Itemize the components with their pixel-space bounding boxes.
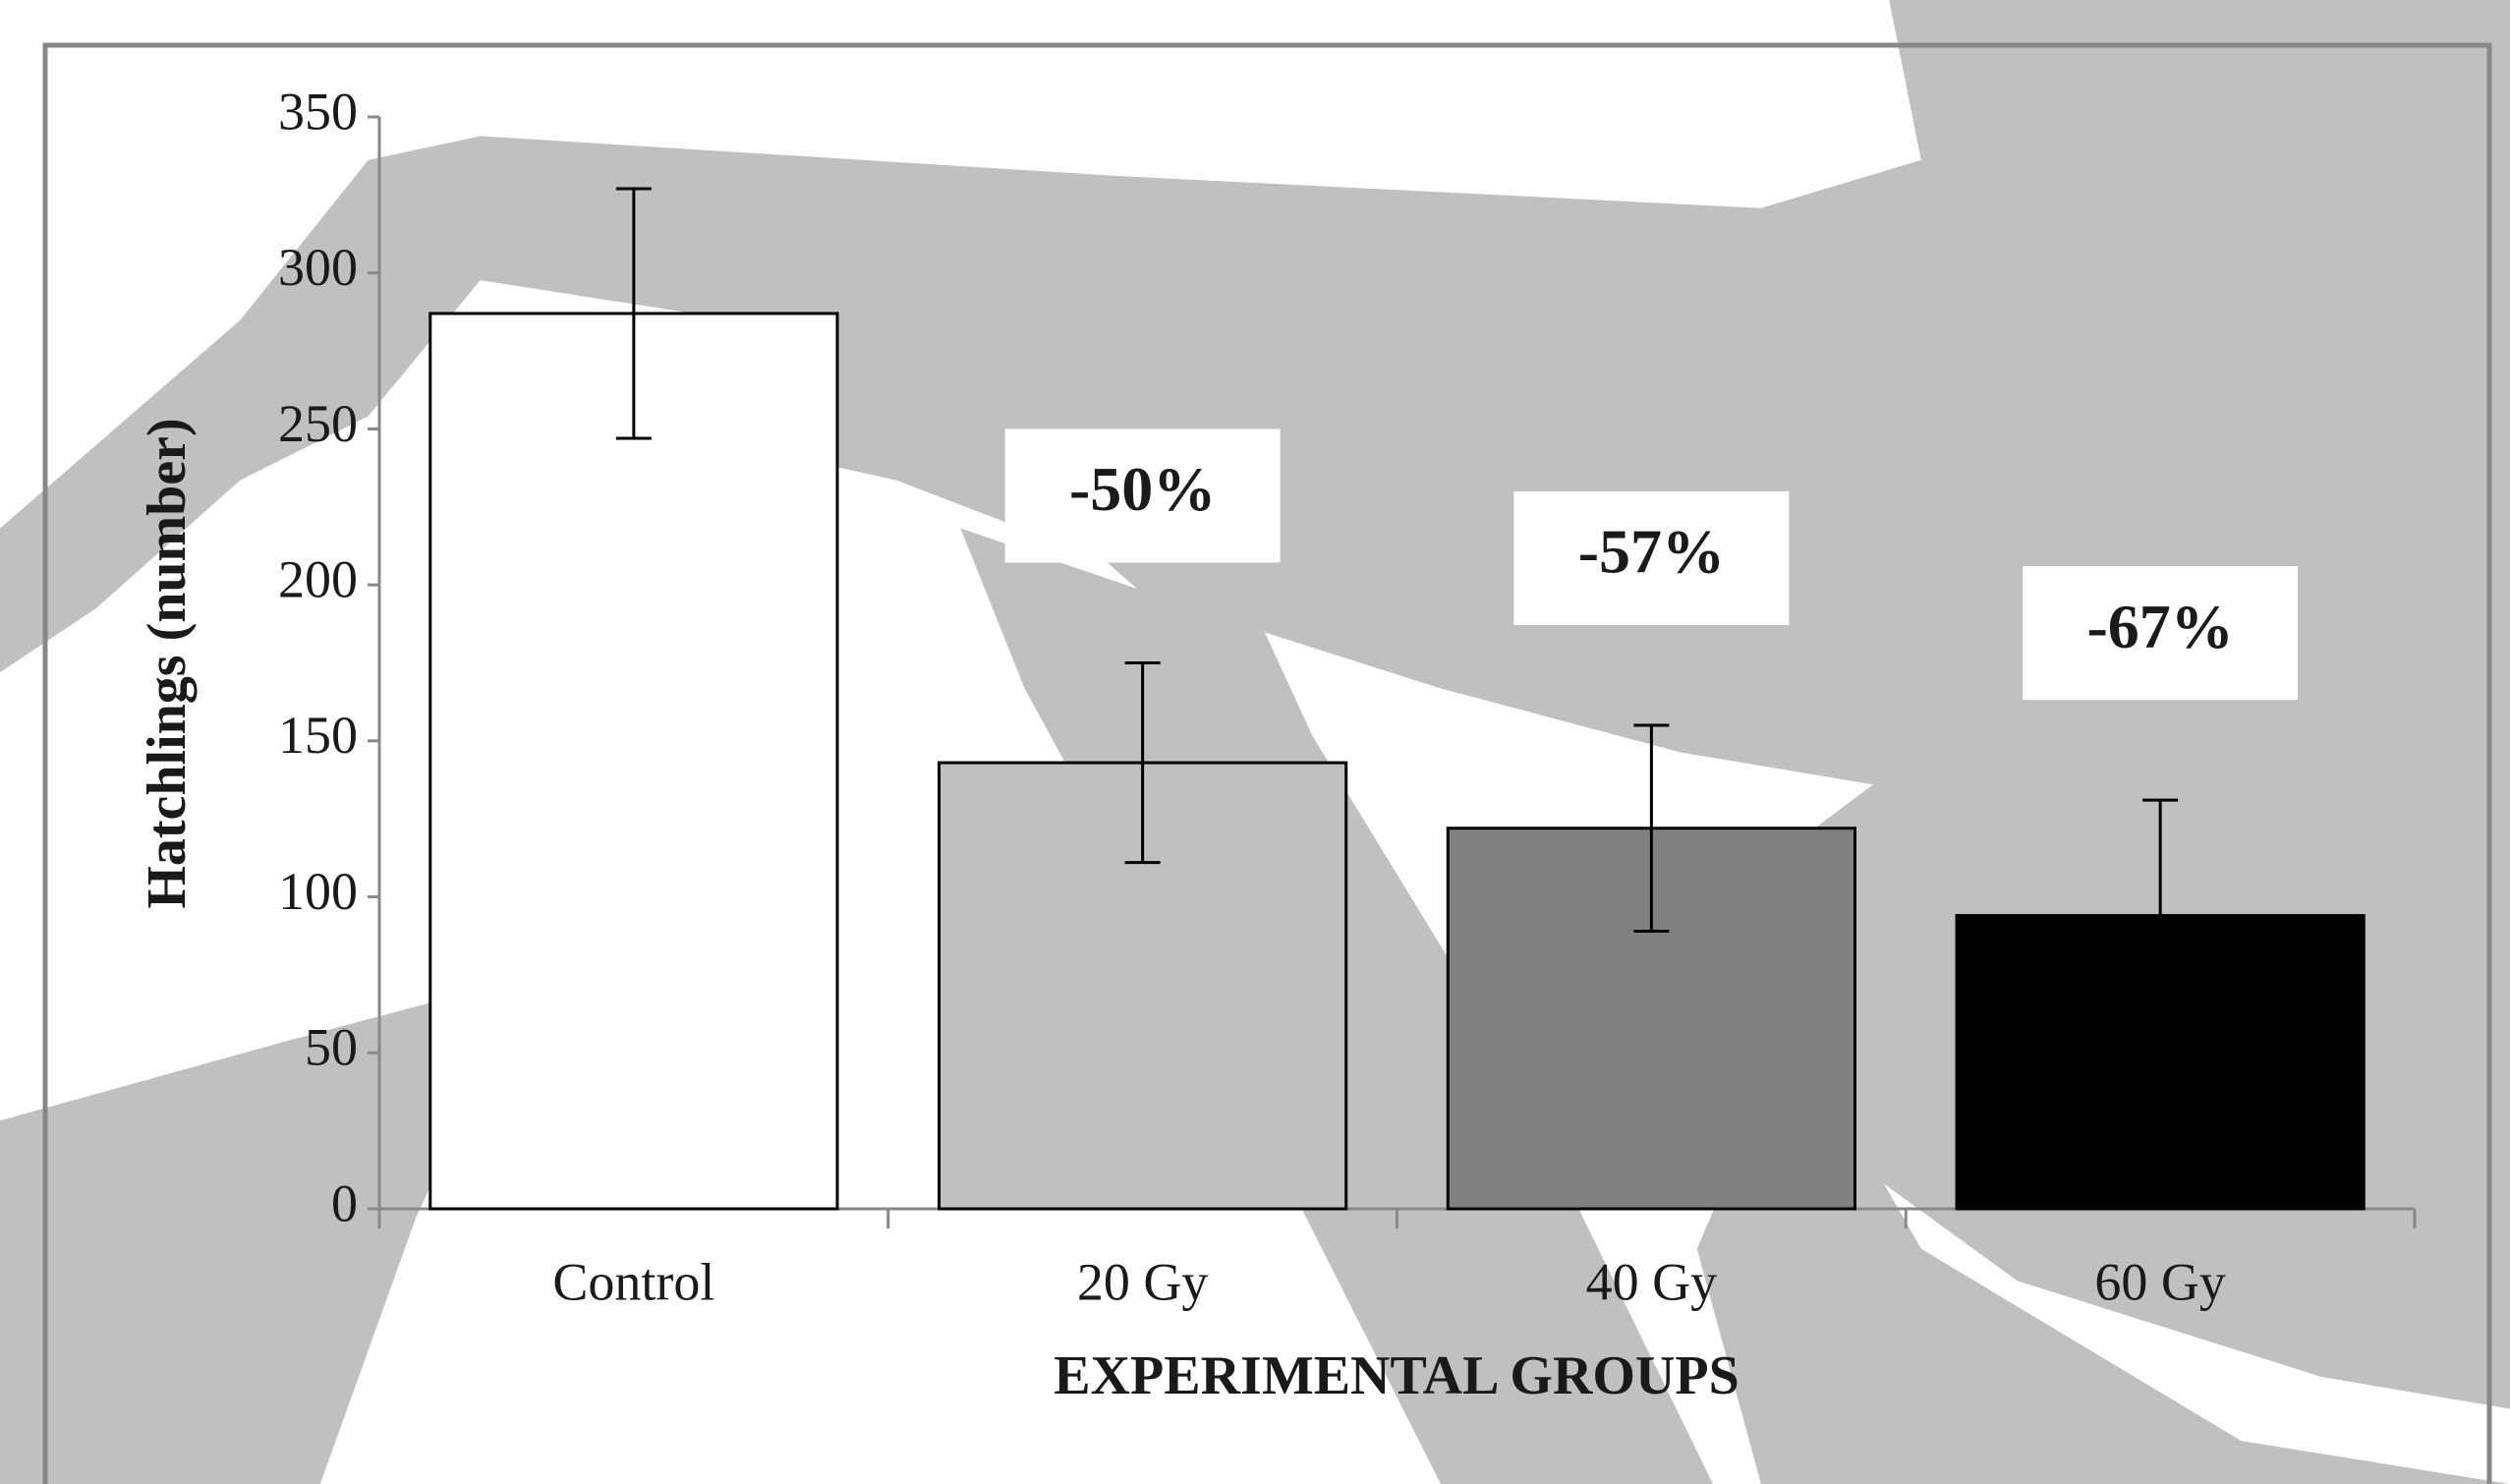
y-tick-label: 350 bbox=[278, 82, 358, 141]
y-tick-label: 100 bbox=[278, 862, 358, 921]
y-tick-label: 50 bbox=[305, 1018, 358, 1077]
annotation: -57% bbox=[1578, 517, 1725, 587]
y-tick-label: 0 bbox=[331, 1173, 358, 1232]
y-tick-label: 150 bbox=[278, 706, 358, 765]
x-tick-label: 40 Gy bbox=[1586, 1252, 1718, 1311]
frame bbox=[42, 42, 2492, 1484]
x-axis-title: EXPERIMENTAL GROUPS bbox=[1054, 1345, 1739, 1406]
y-tick-label: 250 bbox=[278, 394, 358, 453]
x-tick-label: 60 Gy bbox=[2094, 1252, 2226, 1311]
y-axis-title: Hatchlings (number) bbox=[137, 418, 198, 908]
y-tick-label: 200 bbox=[278, 550, 358, 609]
annotation-box bbox=[1004, 428, 1281, 563]
annotation-box bbox=[2023, 566, 2299, 701]
annotation: -67% bbox=[2086, 592, 2233, 661]
x-tick-label: 20 Gy bbox=[1077, 1252, 1209, 1311]
y-tick-label: 300 bbox=[278, 238, 358, 297]
annotation-box bbox=[1513, 490, 1790, 625]
bar bbox=[428, 312, 839, 1211]
x-tick-label: Control bbox=[552, 1252, 714, 1311]
annotation: -50% bbox=[1069, 454, 1216, 524]
